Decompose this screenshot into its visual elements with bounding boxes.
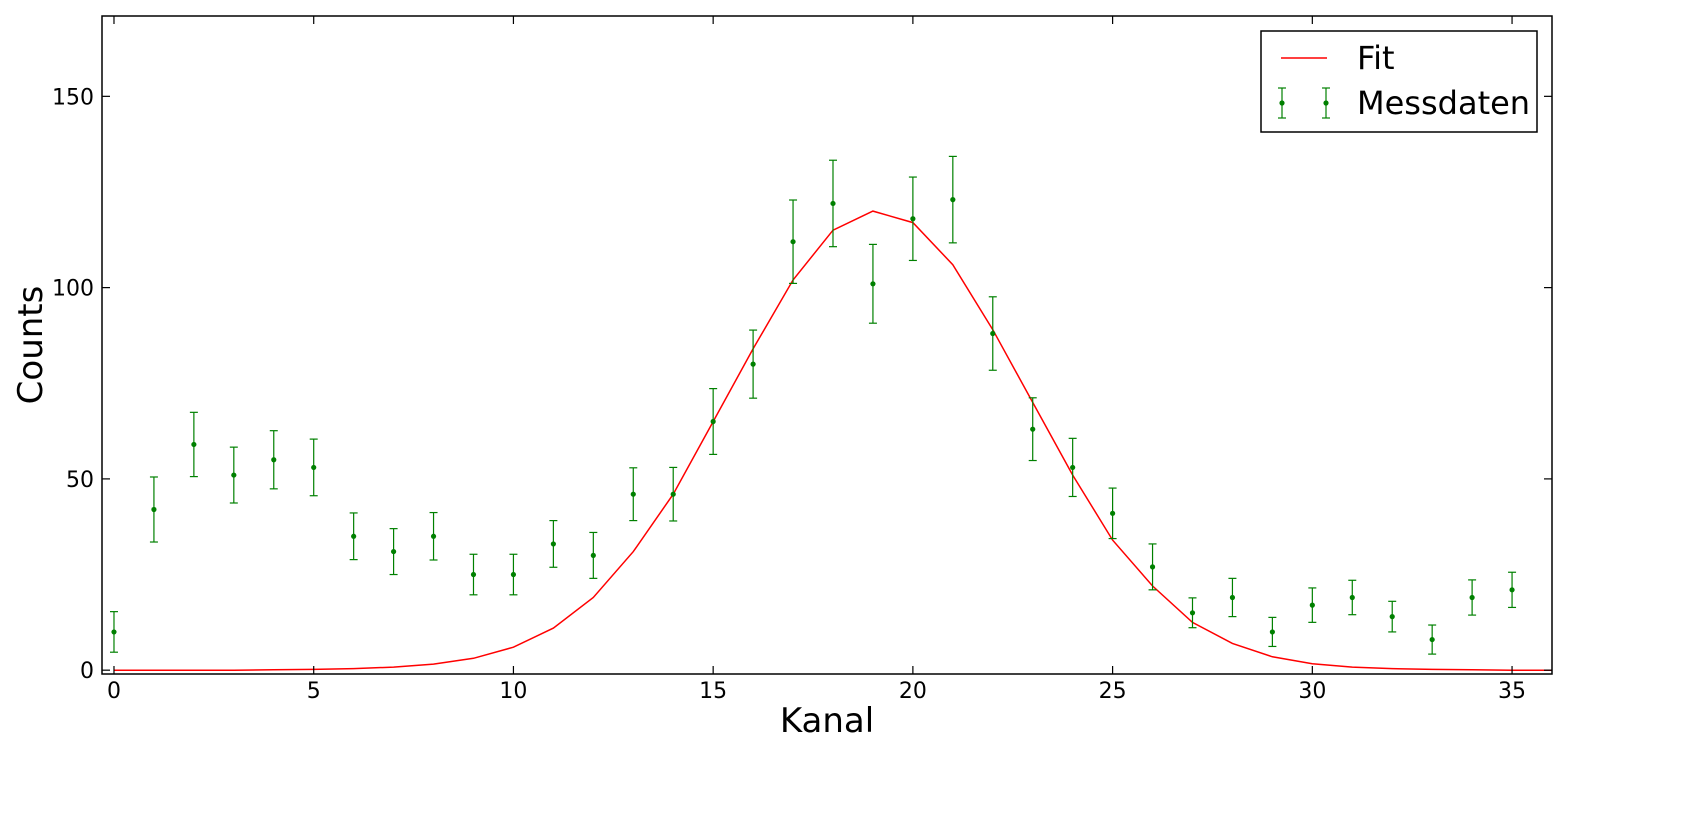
- legend-marker: [1279, 100, 1285, 106]
- x-axis-label: Kanal: [780, 701, 874, 741]
- data-marker: [550, 541, 556, 547]
- x-tick-label: 5: [307, 679, 321, 704]
- data-point: [868, 243, 877, 324]
- data-marker: [111, 629, 117, 635]
- data-marker: [1349, 594, 1355, 601]
- data-marker: [670, 491, 676, 497]
- data-marker: [910, 216, 916, 222]
- data-point: [669, 466, 678, 522]
- data-point: [269, 430, 278, 490]
- data-point: [988, 296, 997, 371]
- data-point: [1268, 616, 1277, 648]
- data-marker: [1070, 464, 1076, 471]
- data-marker: [750, 361, 756, 367]
- data-marker: [830, 200, 836, 207]
- data-point: [948, 155, 957, 244]
- data-marker: [470, 571, 477, 578]
- data-point: [1348, 579, 1357, 616]
- data-marker: [1509, 587, 1515, 593]
- data-marker: [271, 457, 277, 463]
- data-point: [389, 528, 398, 576]
- data-point: [749, 329, 758, 399]
- data-marker: [231, 472, 237, 478]
- data-marker: [351, 533, 357, 539]
- data-point: [1308, 587, 1317, 623]
- data-point: [828, 159, 837, 248]
- y-tick-label: 100: [52, 277, 94, 302]
- x-tick-label: 25: [1099, 679, 1127, 704]
- data-layer: [109, 155, 1517, 655]
- data-point: [1228, 577, 1237, 618]
- x-tick-label: 0: [107, 679, 121, 704]
- data-point: [1388, 600, 1397, 633]
- legend-data-swatch: [1278, 87, 1330, 119]
- legend-data-label: Messdaten: [1357, 84, 1530, 122]
- plot-frame: [101, 15, 1553, 675]
- data-marker: [1429, 636, 1435, 643]
- x-tick-label: 35: [1498, 679, 1526, 704]
- ticks-layer: 0 5 10 15 20 25 30 35 0 50 100 150: [52, 16, 1552, 704]
- data-marker: [870, 281, 876, 287]
- data-point: [149, 476, 158, 543]
- data-point: [1068, 437, 1077, 498]
- data-marker: [191, 441, 197, 448]
- data-marker: [1110, 510, 1116, 516]
- data-marker: [1469, 594, 1475, 601]
- data-marker: [390, 548, 397, 555]
- legend-box: [1260, 30, 1538, 133]
- data-marker: [1189, 610, 1196, 616]
- y-tick-label: 50: [66, 468, 94, 493]
- data-marker: [590, 552, 596, 559]
- data-marker: [790, 239, 796, 245]
- x-tick-label: 20: [899, 679, 927, 704]
- legend: Fit Messdaten: [1260, 30, 1538, 133]
- y-tick-label: 150: [52, 85, 94, 110]
- y-axis-label: Counts: [11, 286, 51, 405]
- data-point: [1028, 397, 1037, 462]
- data-point: [429, 511, 438, 561]
- data-point: [549, 519, 558, 568]
- data-point: [908, 176, 917, 262]
- data-marker: [430, 533, 437, 539]
- data-marker: [1269, 629, 1275, 635]
- data-point: [709, 388, 718, 456]
- data-point: [349, 512, 358, 561]
- x-tick-label: 10: [499, 679, 527, 704]
- legend-marker: [1323, 100, 1329, 106]
- data-point: [589, 531, 598, 579]
- x-tick-label: 30: [1298, 679, 1326, 704]
- data-marker: [1309, 602, 1315, 608]
- data-point: [509, 553, 518, 596]
- data-marker: [311, 464, 317, 471]
- data-point: [109, 611, 118, 653]
- data-point: [229, 446, 238, 504]
- data-point: [1508, 571, 1517, 609]
- data-marker: [950, 197, 956, 203]
- data-marker: [630, 491, 636, 497]
- data-marker: [1229, 594, 1236, 601]
- data-point: [189, 411, 198, 478]
- data-marker: [151, 506, 157, 513]
- data-point: [1108, 487, 1117, 540]
- data-point: [1148, 543, 1157, 591]
- data-marker: [990, 330, 996, 337]
- data-marker: [1389, 614, 1395, 620]
- data-point: [309, 438, 318, 497]
- data-point: [629, 467, 638, 522]
- data-marker: [510, 571, 517, 578]
- data-point: [1188, 597, 1197, 629]
- data-point: [789, 199, 798, 285]
- legend-fit-label: Fit: [1357, 39, 1395, 77]
- data-marker: [1149, 564, 1156, 570]
- data-point: [469, 553, 478, 596]
- data-point: [1468, 579, 1477, 616]
- data-marker: [710, 418, 716, 425]
- y-tick-label: 0: [80, 659, 94, 684]
- x-tick-label: 15: [699, 679, 727, 704]
- data-marker: [1030, 426, 1036, 432]
- data-point: [1428, 624, 1437, 655]
